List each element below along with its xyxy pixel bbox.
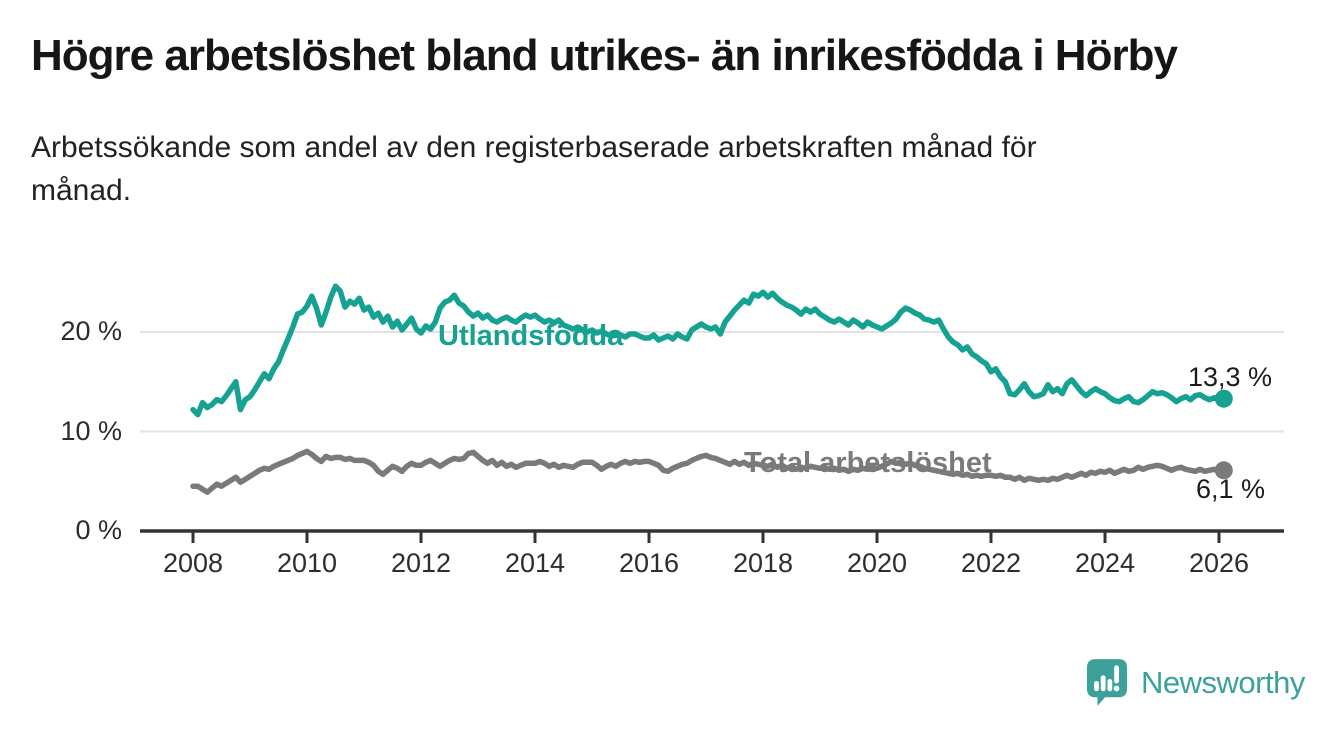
end-value-label-utlandsfodda: 13,3 % [1188, 362, 1273, 392]
x-axis-label: 2022 [960, 548, 1022, 578]
series-label-total-arbetsloshet: Total arbetslöshet [744, 447, 992, 479]
y-axis-label: 20 % [60, 316, 122, 346]
x-axis-label: 2026 [1188, 548, 1250, 578]
x-axis-label: 2018 [732, 548, 794, 578]
y-axis-label: 0 % [75, 515, 122, 545]
x-axis-label: 2024 [1074, 548, 1136, 578]
x-axis-label: 2014 [504, 548, 566, 578]
series-label-utlandsfodda: Utlandsfödda [438, 320, 624, 352]
x-axis-label: 2012 [390, 548, 452, 578]
newsworthy-pin-barchart-icon [1086, 659, 1128, 706]
x-axis-label: 2010 [276, 548, 338, 578]
chart-subtitle-line2: månad. [31, 174, 132, 207]
chart-subtitle-line1: Arbetssökande som andel av den registerb… [31, 131, 1037, 164]
end-value-label-total: 6,1 % [1196, 474, 1266, 504]
y-axis-label: 10 % [60, 415, 122, 446]
x-axis-label: 2020 [846, 548, 908, 578]
newsworthy-logo: Newsworthy [1086, 658, 1305, 707]
x-axis-label: 2016 [618, 548, 680, 578]
chart-subtitle: Arbetssökande som andel av den registerb… [31, 126, 1251, 212]
x-axis-label: 2008 [162, 548, 224, 578]
chart-title: Högre arbetslöshet bland utrikes- än inr… [31, 31, 1178, 80]
newsworthy-logo-text: Newsworthy [1141, 664, 1305, 700]
